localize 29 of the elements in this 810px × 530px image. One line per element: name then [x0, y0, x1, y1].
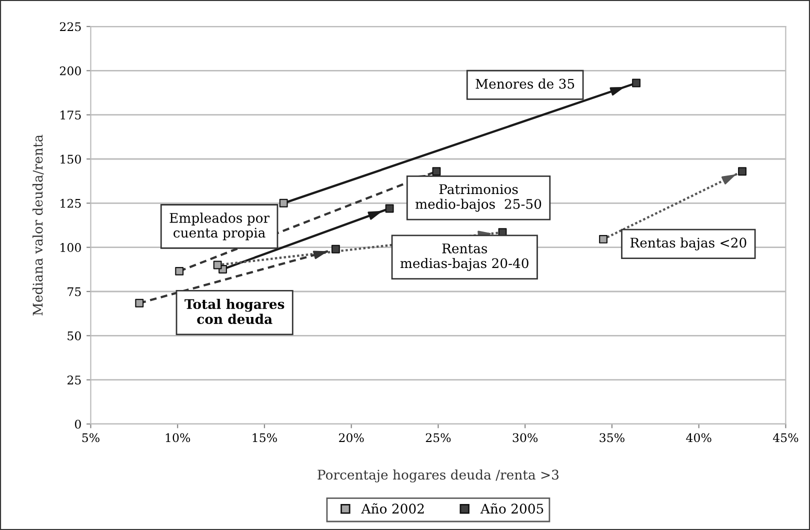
- x-axis-title: Porcentaje hogares deuda /renta >3: [318, 469, 558, 482]
- y-tick-label: 75: [68, 287, 81, 296]
- x-tick-label: 45%: [772, 433, 798, 442]
- y-tick-label: 25: [67, 376, 81, 384]
- legend-label: Año 2002: [361, 503, 424, 514]
- annotation: Rentas medias-bajas 20-40: [400, 244, 528, 271]
- x-tick-label: 15%: [252, 433, 277, 442]
- y-axis-title: Mediana valor deuda/renta: [32, 134, 44, 316]
- x-tick-label: 40%: [686, 433, 712, 442]
- y-tick-label: 50: [68, 331, 81, 340]
- x-tick-label: 30%: [512, 433, 538, 442]
- annotation: Empleados por cuenta propia: [170, 212, 270, 240]
- x-tick-label: 5%: [82, 433, 100, 442]
- y-tick-label: 225: [60, 22, 81, 32]
- x-tick-label: 25%: [426, 433, 451, 442]
- annotation: Total hogares con deuda: [184, 298, 284, 324]
- y-tick-label: 125: [60, 198, 81, 208]
- annotation: Rentas bajas <20: [630, 237, 746, 250]
- x-tick-label: 35%: [600, 433, 624, 442]
- y-tick-label: 100: [60, 243, 81, 252]
- legend-label: Año 2005: [480, 503, 544, 514]
- y-tick-label: 0: [74, 420, 81, 429]
- annotation: Patrimonios medio-bajos 25-50: [416, 184, 542, 212]
- x-tick-label: 20%: [339, 433, 364, 442]
- annotation: Menores de 35: [476, 78, 574, 89]
- y-tick-label: 175: [60, 110, 81, 120]
- y-tick-label: 200: [60, 66, 81, 76]
- y-tick-label: 150: [60, 154, 81, 164]
- x-tick-label: 10%: [166, 433, 190, 442]
